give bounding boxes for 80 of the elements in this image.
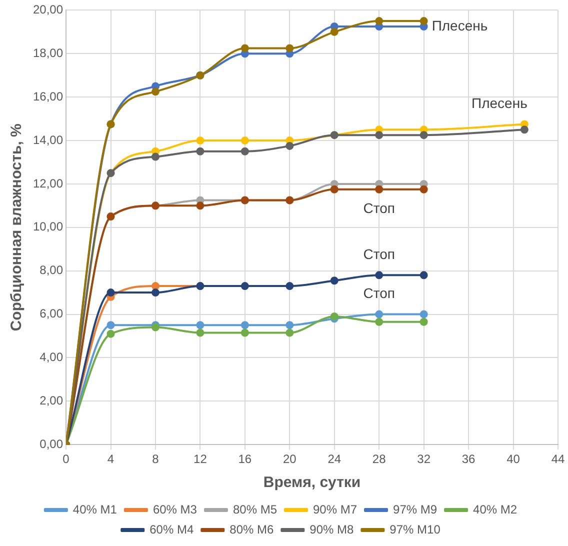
point bbox=[240, 328, 249, 337]
annotation: Плесень bbox=[472, 95, 528, 112]
y-tick-label: 8,00 bbox=[40, 263, 64, 278]
point bbox=[151, 88, 160, 96]
annotation: Стоп bbox=[363, 200, 395, 216]
annotation: Стоп bbox=[363, 246, 395, 262]
point bbox=[286, 328, 294, 337]
point bbox=[286, 321, 294, 330]
x-tick-label: 40 bbox=[506, 452, 520, 466]
x-tick-label: 24 bbox=[328, 452, 342, 466]
y-tick-label: 0,00 bbox=[40, 436, 64, 451]
x-tick-label: 32 bbox=[417, 452, 431, 466]
legend-label: 80% M6 bbox=[230, 522, 274, 536]
y-tick-label: 2,00 bbox=[40, 393, 64, 408]
point bbox=[240, 44, 249, 52]
legend-label: 40% M2 bbox=[473, 502, 518, 516]
point bbox=[240, 136, 249, 145]
legend-label: 90% M7 bbox=[313, 502, 358, 516]
point bbox=[330, 28, 338, 36]
point bbox=[151, 282, 160, 290]
point bbox=[286, 282, 294, 290]
legend-label: 97% M9 bbox=[393, 502, 438, 516]
y-tick-label: 12,00 bbox=[33, 176, 64, 190]
legend-label: 80% M5 bbox=[232, 502, 278, 516]
x-tick-label: 12 bbox=[194, 452, 208, 466]
x-tick-label: 44 bbox=[551, 452, 565, 466]
point bbox=[420, 17, 428, 26]
point bbox=[375, 271, 384, 280]
x-tick-label: 36 bbox=[462, 452, 476, 466]
point bbox=[196, 136, 204, 145]
y-tick-label: 20,00 bbox=[33, 2, 64, 17]
point bbox=[106, 288, 115, 297]
y-tick-label: 14,00 bbox=[33, 132, 64, 147]
point bbox=[420, 185, 428, 194]
x-tick-label: 16 bbox=[238, 452, 252, 466]
point bbox=[330, 185, 338, 194]
point bbox=[106, 321, 115, 330]
point bbox=[330, 276, 338, 285]
legend-label: 60% M4 bbox=[150, 522, 194, 536]
point bbox=[240, 147, 249, 156]
annotation: Стоп bbox=[363, 285, 395, 302]
point bbox=[520, 126, 528, 134]
point bbox=[420, 271, 428, 280]
point bbox=[375, 318, 384, 326]
point bbox=[151, 152, 160, 161]
y-tick-label: 10,00 bbox=[33, 220, 64, 234]
point bbox=[420, 318, 428, 326]
y-tick-label: 16,00 bbox=[33, 89, 64, 104]
point bbox=[240, 321, 249, 330]
point bbox=[375, 131, 384, 140]
point bbox=[375, 185, 384, 194]
y-tick-label: 4,00 bbox=[40, 350, 64, 364]
x-axis-title: Время, сутки bbox=[263, 474, 361, 492]
y-tick-label: 6,00 bbox=[40, 306, 64, 321]
legend-label: 90% M8 bbox=[310, 522, 354, 536]
point bbox=[106, 330, 115, 338]
point bbox=[196, 321, 204, 330]
point bbox=[196, 147, 204, 156]
legend-label: 40% M1 bbox=[72, 502, 118, 516]
point bbox=[286, 44, 294, 52]
legend-label: 97% M10 bbox=[390, 522, 441, 536]
point bbox=[375, 17, 384, 26]
point bbox=[151, 288, 160, 297]
x-tick-label: 4 bbox=[107, 452, 114, 466]
y-tick-label: 18,00 bbox=[33, 46, 64, 60]
point bbox=[375, 310, 384, 318]
point bbox=[240, 282, 249, 290]
x-tick-label: 0 bbox=[62, 452, 70, 466]
point bbox=[286, 142, 294, 150]
y-axis-title: Сорбционная влажность, % bbox=[8, 124, 26, 332]
legend-label: 60% M3 bbox=[152, 502, 198, 516]
x-tick-label: 28 bbox=[372, 452, 386, 466]
point bbox=[196, 328, 204, 337]
point bbox=[330, 312, 338, 320]
point bbox=[420, 310, 428, 318]
annotation: Плесень bbox=[432, 17, 488, 34]
point bbox=[196, 202, 204, 210]
point bbox=[420, 131, 428, 140]
x-tick-label: 8 bbox=[152, 452, 160, 466]
x-tick-label: 20 bbox=[282, 452, 297, 466]
